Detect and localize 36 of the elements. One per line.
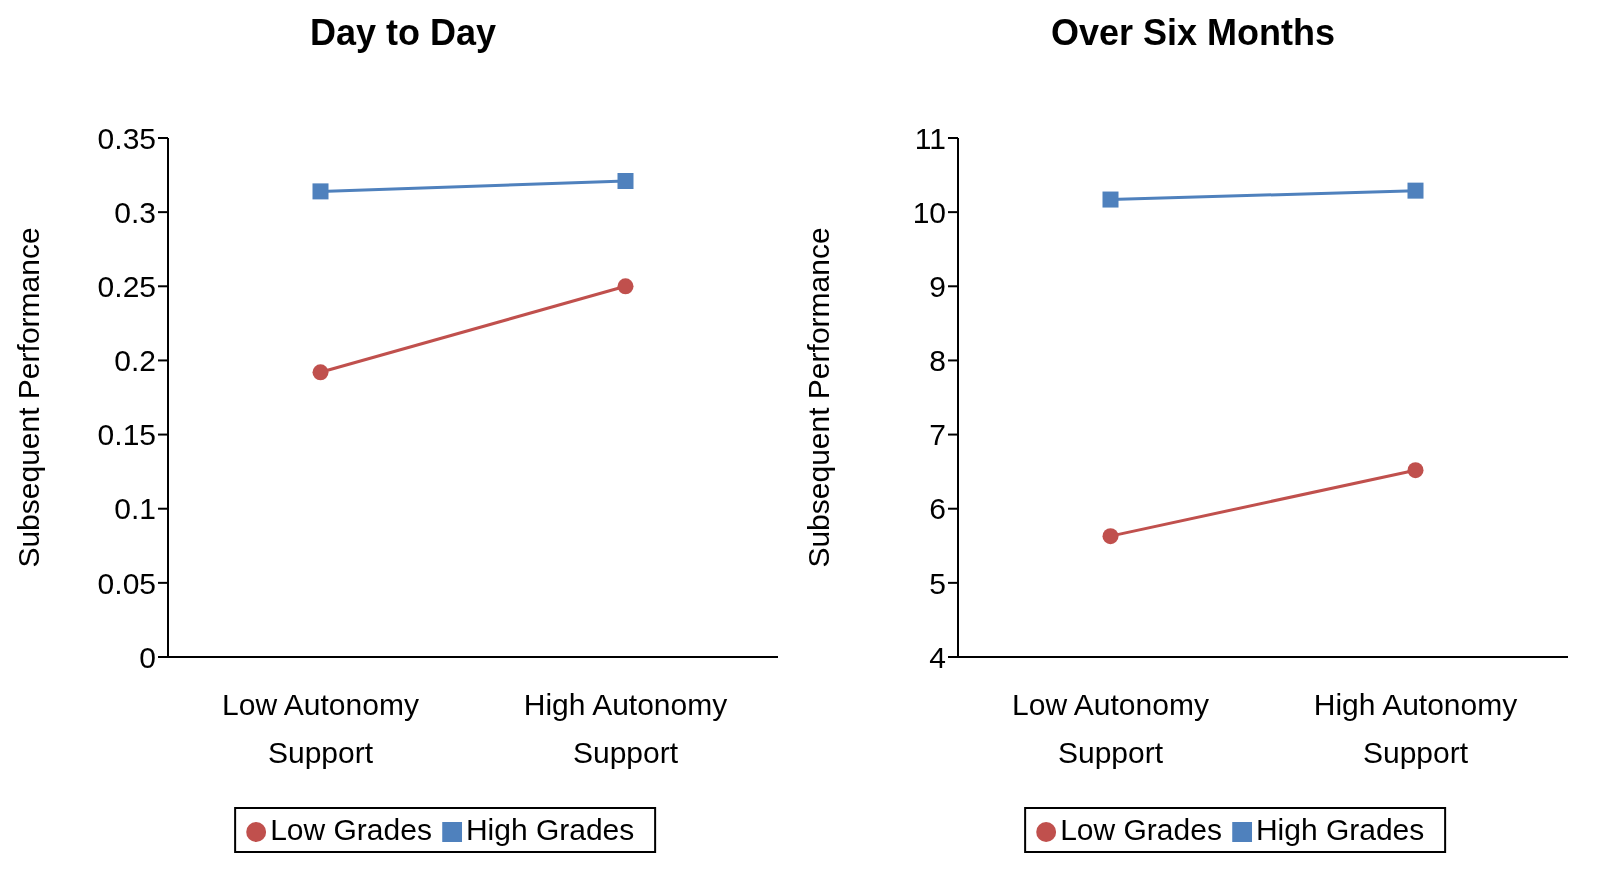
y-tick-label: 8 [929, 344, 946, 378]
y-axis-title: Subsequent Performance [11, 227, 45, 568]
point [312, 364, 329, 381]
x-tick-label: Low Autonomy Support [1012, 688, 1209, 769]
y-axis-title: Subsequent Performance [801, 227, 835, 568]
chart-title: Over Six Months [1049, 11, 1337, 55]
legend-label: High Grades [1255, 813, 1425, 846]
x-tick-label: Low Autonomy Support [222, 688, 419, 769]
y-tick-label: 11 [914, 121, 946, 155]
y-tick-label: 0.35 [97, 121, 156, 155]
point [1407, 182, 1424, 199]
y-tick-label: 0.05 [97, 566, 156, 600]
y-tick-label: 0.15 [97, 418, 156, 452]
y-tick-label: 5 [929, 566, 946, 600]
legend-label: High Grades [465, 813, 635, 846]
point [1102, 191, 1119, 208]
y-tick-label: 0.2 [114, 344, 156, 378]
point [1407, 462, 1424, 479]
y-tick-label: 0.25 [97, 269, 156, 303]
chart-title: Day to Day [308, 11, 498, 55]
y-tick-label: 10 [912, 195, 946, 229]
y-tick-label: 9 [929, 269, 946, 303]
point [617, 278, 634, 295]
y-tick-label: 0.3 [114, 195, 156, 229]
x-tick-label: High Autonomy Support [523, 688, 728, 769]
point [617, 173, 634, 189]
x-tick-label: High Autonomy Support [1313, 688, 1518, 769]
y-tick-label: 6 [929, 492, 946, 526]
y-tick-label: 0.1 [114, 492, 156, 526]
legend-label: Low Grades [1060, 813, 1222, 846]
y-tick-label: 7 [929, 418, 946, 452]
y-tick-label: 0 [139, 640, 156, 674]
point [1102, 528, 1119, 545]
point [312, 183, 329, 200]
legend-label: Low Grades [270, 813, 432, 846]
y-tick-label: 4 [929, 640, 946, 674]
